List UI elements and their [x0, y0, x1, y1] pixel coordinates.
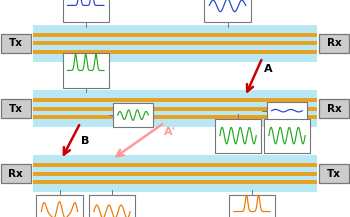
- Text: A': A': [164, 127, 176, 137]
- FancyBboxPatch shape: [33, 155, 317, 192]
- FancyBboxPatch shape: [63, 53, 109, 87]
- Text: B: B: [81, 136, 90, 146]
- Text: Rx: Rx: [327, 104, 342, 113]
- FancyBboxPatch shape: [229, 194, 275, 217]
- FancyBboxPatch shape: [319, 33, 349, 53]
- FancyBboxPatch shape: [319, 164, 349, 184]
- FancyBboxPatch shape: [63, 0, 109, 22]
- FancyBboxPatch shape: [36, 194, 83, 217]
- FancyBboxPatch shape: [319, 99, 349, 118]
- FancyBboxPatch shape: [204, 0, 251, 22]
- Text: Tx: Tx: [9, 38, 23, 48]
- FancyBboxPatch shape: [33, 90, 317, 127]
- FancyBboxPatch shape: [1, 99, 31, 118]
- Text: Tx: Tx: [9, 104, 23, 113]
- Text: Rx: Rx: [8, 169, 23, 179]
- FancyBboxPatch shape: [1, 164, 31, 184]
- FancyBboxPatch shape: [215, 118, 261, 153]
- Text: Tx: Tx: [327, 169, 341, 179]
- FancyBboxPatch shape: [267, 102, 307, 120]
- FancyBboxPatch shape: [89, 194, 135, 217]
- FancyBboxPatch shape: [1, 33, 31, 53]
- Text: Rx: Rx: [327, 38, 342, 48]
- FancyBboxPatch shape: [33, 25, 317, 62]
- FancyBboxPatch shape: [264, 118, 310, 153]
- FancyBboxPatch shape: [113, 103, 153, 127]
- Text: A: A: [264, 64, 273, 74]
